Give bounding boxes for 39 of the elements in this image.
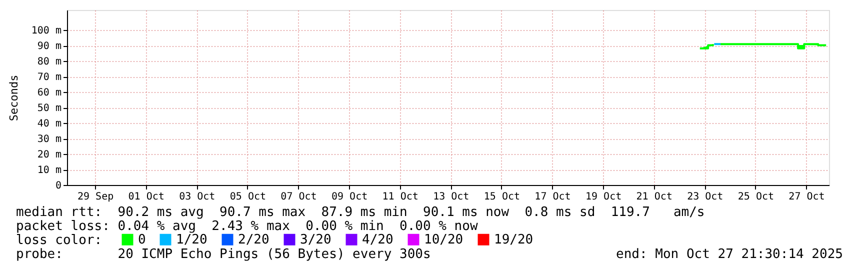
y-tick-label: 40 m (37, 118, 62, 130)
x-tick-label: 07 Oct (280, 192, 317, 202)
x-tick-label: 09 Oct (331, 192, 368, 202)
x-tick-label: 05 Oct (230, 192, 266, 202)
text: median rtt: 90.2 ms avg 90.7 ms max 87.9 ms min 90.1 ms now 0.8 ms sd 119.7 am/s (16, 205, 705, 220)
y-tick-label: 50 m (37, 103, 62, 114)
x-tick-label: 15 Oct (484, 192, 520, 202)
x-tick-label: 17 Oct (534, 192, 571, 202)
y-tick-label: 60 m (37, 88, 62, 99)
x-tick-label: 29 Sep (77, 192, 114, 202)
x-tick-label: 27 Oct (788, 192, 825, 202)
y-tick-label: 100 m (31, 26, 62, 37)
legend-label: 2/20 (238, 232, 270, 248)
y-tick-label: 20 m (37, 150, 62, 161)
y-tick-label: 90 m (37, 41, 62, 52)
legend-label: 3/20 (300, 232, 332, 248)
text: probe: 20 ICMP Echo Pings (56 Bytes) every 300s (16, 247, 431, 262)
legend-label: 1/20 (176, 232, 208, 248)
legend-label: 10/20 (424, 232, 464, 248)
y-axis-title: Seconds (7, 74, 20, 122)
legend-label: 0 (138, 232, 146, 248)
x-tick-label: 01 Oct (128, 192, 164, 202)
text: packet loss: 0.04 % avg 2.43 % max 0.00 % min 0.00 % now (16, 219, 478, 234)
x-tick-label: 19 Oct (585, 192, 622, 202)
x-tick-label: 03 Oct (179, 192, 216, 202)
text: end: Mon Oct 27 21:30:14 2025 (616, 247, 843, 262)
y-tick-label: 30 m (37, 134, 62, 146)
x-tick-label: 21 Oct (636, 192, 672, 202)
legend-label: 19/20 (494, 232, 534, 248)
legend-label: 4/20 (362, 232, 394, 248)
y-tick-label: 0 (55, 180, 62, 192)
y-tick-label: 70 m (37, 72, 62, 84)
x-tick-label: 25 Oct (738, 192, 774, 202)
y-tick-label: 80 m (37, 56, 62, 68)
x-tick-label: 23 Oct (687, 192, 724, 202)
legend-title: loss color: (16, 233, 102, 248)
y-tick-label: 10 m (37, 165, 62, 176)
x-tick-label: 13 Oct (433, 192, 470, 202)
x-tick-label: 11 Oct (382, 192, 418, 202)
